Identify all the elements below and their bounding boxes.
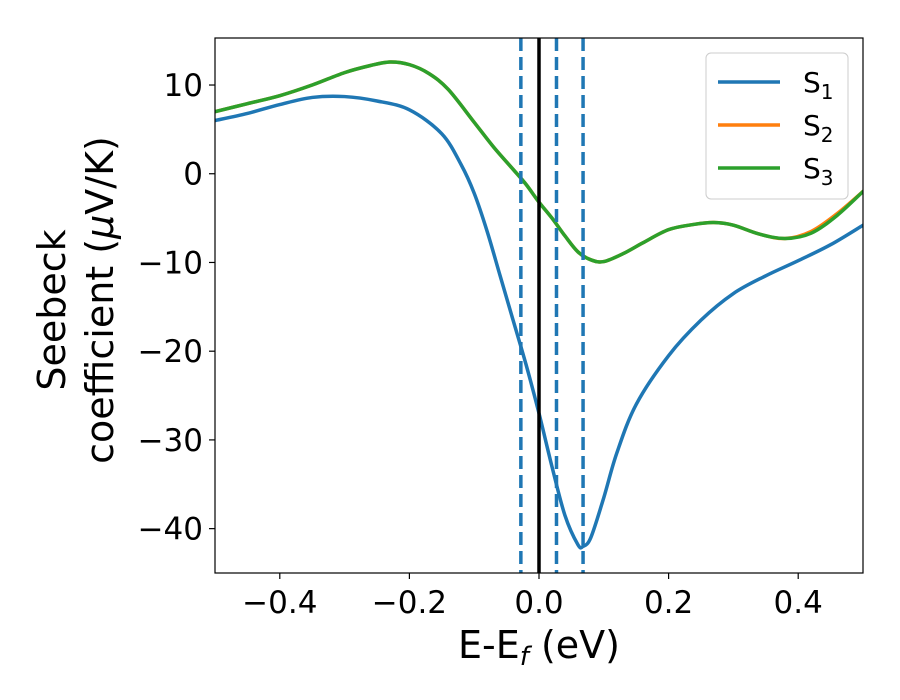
series-line-s1 <box>215 94 863 550</box>
x-tick-label: −0.2 <box>372 585 447 621</box>
y-tick-label: −20 <box>138 334 203 370</box>
x-tick-label: 0.0 <box>514 585 563 621</box>
legend: S1 S2 S3 <box>705 52 849 200</box>
legend-label-s1: S1 <box>803 66 834 104</box>
x-axis-label: E-Ef (eV) <box>458 623 620 672</box>
y-tick-label: 10 <box>164 68 203 104</box>
x-axis-label-main: E-E <box>458 623 520 667</box>
y-tick-label: −40 <box>138 512 203 548</box>
x-tick-label: −0.4 <box>242 585 317 621</box>
series-line-s3 <box>215 60 863 264</box>
legend-label-s3: S3 <box>803 152 834 190</box>
y-tick-label: −10 <box>138 245 203 281</box>
y-axis-label-mu: μ <box>78 215 122 240</box>
y-axis-label-post: V/K) <box>78 136 122 215</box>
x-tick-label: 0.2 <box>644 585 693 621</box>
y-tick-label: 0 <box>183 157 203 193</box>
x-tick-label: 0.4 <box>774 585 823 621</box>
y-axis-label-pre: coefficient ( <box>78 239 122 464</box>
legend-label-s2: S2 <box>803 109 834 147</box>
y-axis-label-line1: Seebeck <box>30 229 74 390</box>
y-axis-label-line2: coefficient (μV/K) <box>78 136 122 464</box>
y-axis-ticks: 10 0 −10 −20 −30 −40 <box>138 68 215 548</box>
x-axis-label-unit: (eV) <box>529 623 620 667</box>
x-axis-ticks: −0.4 −0.2 0.0 0.2 0.4 <box>242 573 823 621</box>
plot-data-layer <box>215 38 863 573</box>
y-tick-label: −30 <box>138 423 203 459</box>
